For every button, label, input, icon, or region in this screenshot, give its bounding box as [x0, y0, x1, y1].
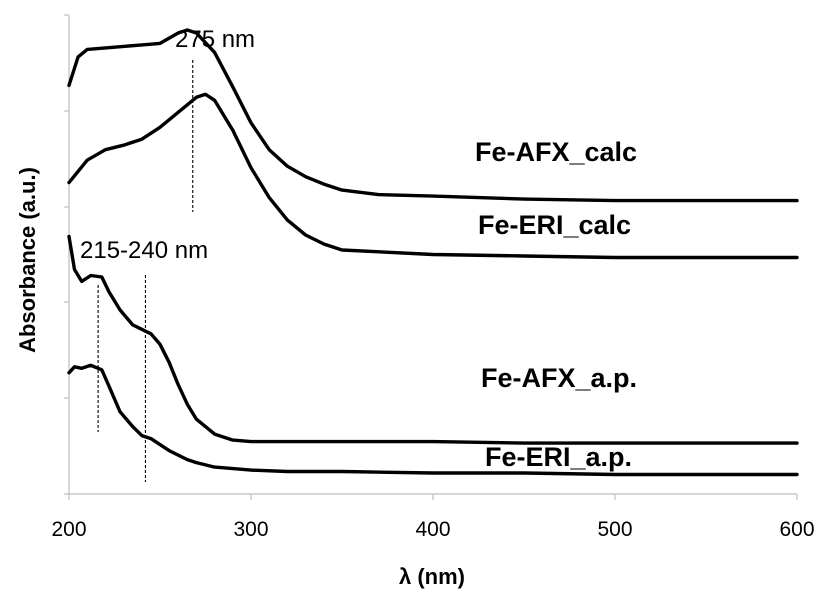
x-axis-title: λ (nm) — [399, 564, 465, 589]
series-label-fe-afx-ap: Fe-AFX_a.p. — [481, 363, 637, 393]
x-tick-label: 300 — [233, 518, 268, 541]
series-line-1 — [67, 92, 799, 260]
series-line-0 — [67, 28, 799, 203]
series-label-fe-eri-ap: Fe-ERI_a.p. — [485, 442, 632, 472]
x-tick-label: 400 — [415, 518, 450, 541]
series-lines — [67, 28, 799, 477]
series-line-3 — [67, 363, 799, 477]
x-tick-label: 600 — [779, 518, 814, 541]
series-line-2 — [67, 234, 799, 445]
annotation-275nm: 275 nm — [175, 26, 255, 53]
series-label-fe-afx-calc: Fe-AFX_calc — [475, 137, 637, 167]
annotation-dash-lines — [97, 60, 194, 482]
axes — [64, 14, 798, 500]
x-tick-label: 200 — [51, 518, 86, 541]
chart-texts: λ (nm) Absorbance (a.u.) Fe-AFX_calc Fe-… — [15, 26, 637, 589]
y-axis-title: Absorbance (a.u.) — [15, 167, 40, 353]
annotation-215-240nm: 215-240 nm — [80, 237, 208, 264]
x-tick-label: 500 — [597, 518, 632, 541]
series-label-fe-eri-calc: Fe-ERI_calc — [478, 210, 631, 240]
x-tick-labels: 200 300 400 500 600 — [51, 518, 814, 541]
